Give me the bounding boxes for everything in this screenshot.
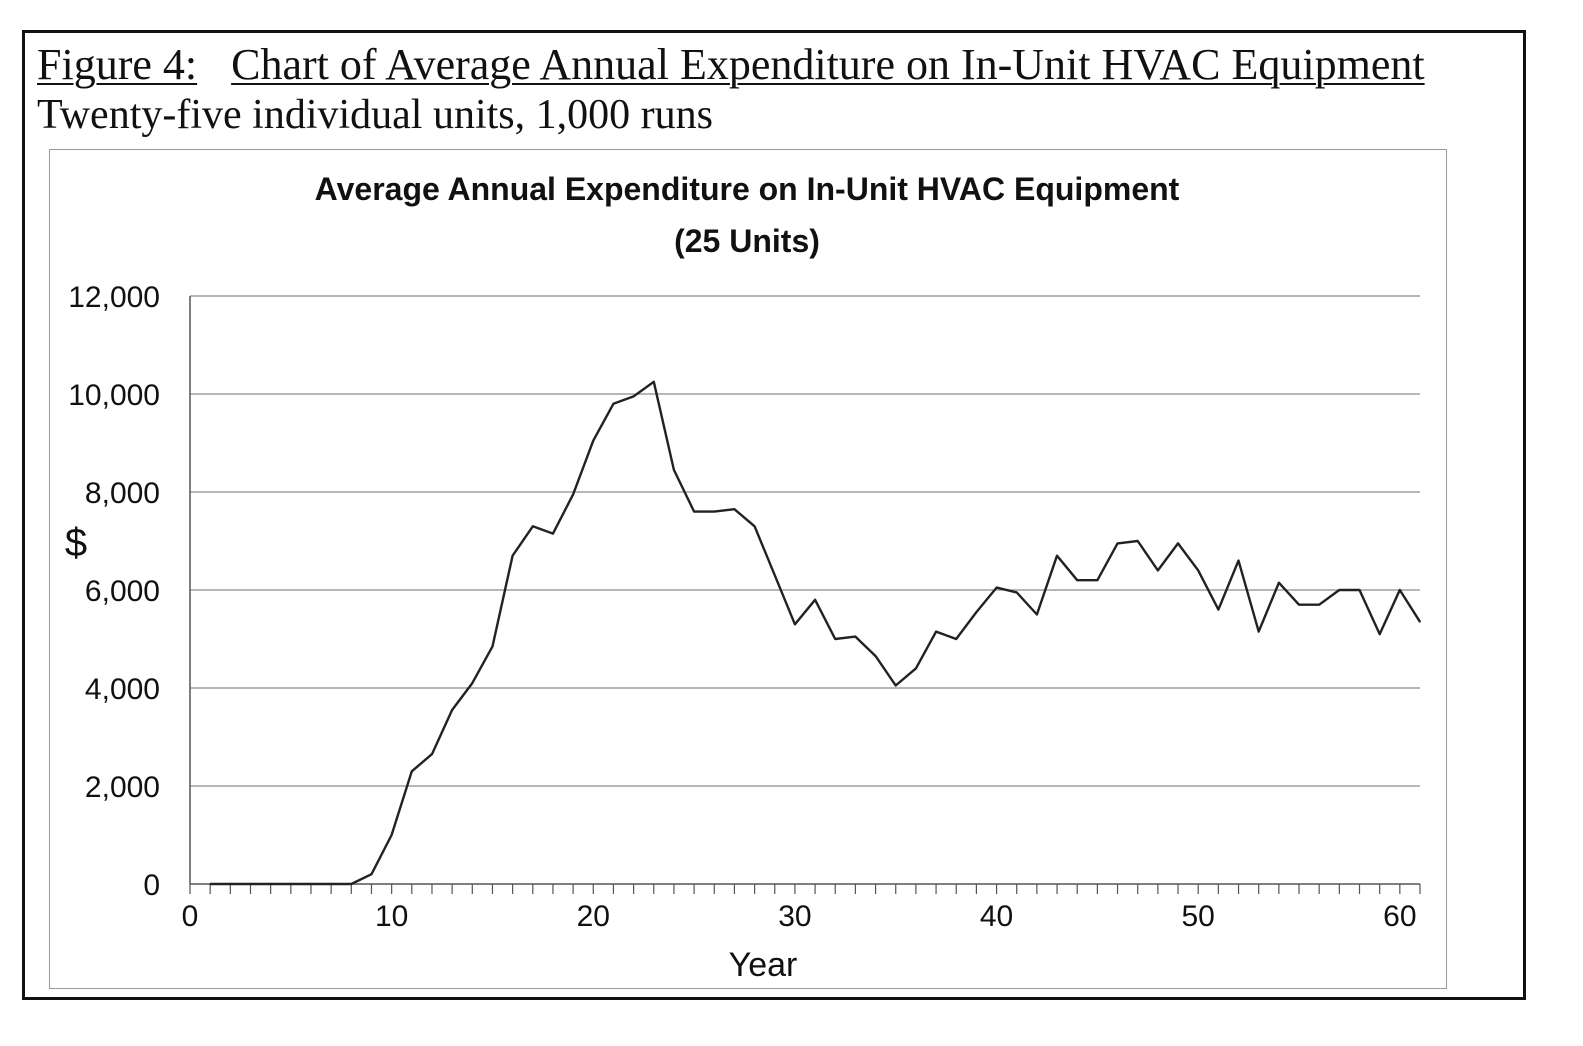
- data-point: [673, 469, 675, 471]
- figure-label: Figure 4:: [37, 40, 198, 89]
- data-point: [269, 883, 272, 885]
- tick-labels: 0 2,000 4,000 6,000 8,000 10,000 12,000 0 10 20 30…: [68, 281, 1416, 933]
- data-point: [431, 753, 433, 755]
- data-point: [713, 510, 716, 513]
- data-point: [370, 873, 373, 875]
- x-axis-label: Year: [729, 946, 798, 984]
- data-point: [1318, 603, 1320, 606]
- data-point: [1217, 608, 1220, 611]
- data-point: [1015, 591, 1018, 594]
- chart-title: Average Annual Expenditure on In-Unit HV…: [315, 171, 1180, 207]
- figure-subcaption: Twenty-five individual units, 1,000 runs: [37, 92, 713, 138]
- x-tick-label: 20: [577, 900, 610, 933]
- x-tick-label: 0: [182, 900, 199, 933]
- x-tick-label: 50: [1182, 900, 1215, 933]
- data-point: [1036, 613, 1038, 616]
- data-point: [350, 883, 353, 885]
- data-point: [834, 638, 837, 640]
- data-point: [975, 611, 978, 613]
- data-point: [390, 834, 393, 836]
- data-point: [310, 883, 312, 885]
- data-point: [915, 667, 917, 670]
- data-point: [1298, 603, 1300, 606]
- data-point: [894, 684, 897, 687]
- data-point: [451, 709, 453, 711]
- chart-subtitle: (25 Units): [674, 223, 820, 259]
- data-point: [552, 532, 554, 535]
- data-point: [411, 770, 413, 773]
- series-line: [210, 380, 1422, 886]
- y-tick-label: 0: [143, 869, 160, 902]
- data-point: [209, 883, 211, 885]
- data-point: [612, 403, 615, 405]
- data-point: [1177, 542, 1179, 545]
- data-point: [693, 510, 695, 513]
- figure-caption: Figure 4: Chart of Average Annual Expendi…: [37, 41, 1425, 89]
- y-tick-label: 2,000: [85, 771, 160, 804]
- data-point: [1257, 630, 1260, 633]
- data-point: [1157, 569, 1159, 572]
- y-axis-label: $: [65, 521, 87, 565]
- x-tick-label: 30: [778, 900, 811, 933]
- data-point: [1378, 633, 1381, 635]
- data-point: [1136, 540, 1139, 542]
- data-point: [794, 623, 796, 626]
- data-point: [531, 525, 534, 528]
- y-tick-label: 12,000: [68, 281, 160, 314]
- data-point: [955, 638, 958, 640]
- data-point: [491, 645, 494, 648]
- series-layer: [209, 380, 1422, 886]
- chart-area: Average Annual Expenditure on In-Unit HV…: [49, 149, 1447, 989]
- data-point: [1076, 579, 1079, 581]
- line-chart: Average Annual Expenditure on In-Unit HV…: [65, 171, 1422, 984]
- figure-frame: Figure 4: Chart of Average Annual Expendi…: [22, 30, 1526, 1000]
- x-tick-label: 40: [980, 900, 1013, 933]
- data-point: [1096, 579, 1099, 581]
- axes: [189, 296, 1421, 894]
- data-point: [1358, 589, 1361, 591]
- data-point: [935, 630, 937, 633]
- x-tick-label: 10: [375, 900, 408, 933]
- y-tick-label: 6,000: [85, 575, 160, 608]
- data-point: [290, 883, 292, 885]
- x-tick-label: 60: [1383, 900, 1416, 933]
- data-point: [1056, 554, 1058, 557]
- data-point: [814, 599, 816, 601]
- data-point: [249, 883, 252, 885]
- data-point: [854, 635, 857, 638]
- gridlines: [190, 295, 1420, 787]
- data-point: [1116, 542, 1119, 545]
- data-point: [1338, 589, 1341, 591]
- data-point: [1278, 581, 1280, 584]
- data-point: [1197, 569, 1199, 572]
- data-point: [592, 439, 595, 442]
- data-point: [572, 493, 574, 496]
- figure-caption-text: Chart of Average Annual Expenditure on I…: [231, 40, 1425, 89]
- data-point: [1419, 621, 1421, 623]
- data-point: [511, 554, 514, 557]
- y-tick-label: 8,000: [85, 477, 160, 510]
- data-point: [874, 655, 877, 657]
- data-point: [652, 380, 655, 383]
- data-point: [733, 508, 736, 510]
- data-point: [330, 883, 332, 885]
- data-point: [1237, 559, 1240, 562]
- data-point: [995, 586, 998, 589]
- data-point: [753, 525, 756, 528]
- data-point: [632, 395, 635, 398]
- y-tick-label: 10,000: [68, 379, 160, 412]
- data-point: [229, 883, 232, 885]
- data-point: [1399, 589, 1401, 591]
- data-point: [773, 574, 776, 577]
- y-tick-label: 4,000: [85, 673, 160, 706]
- data-point: [471, 682, 474, 684]
